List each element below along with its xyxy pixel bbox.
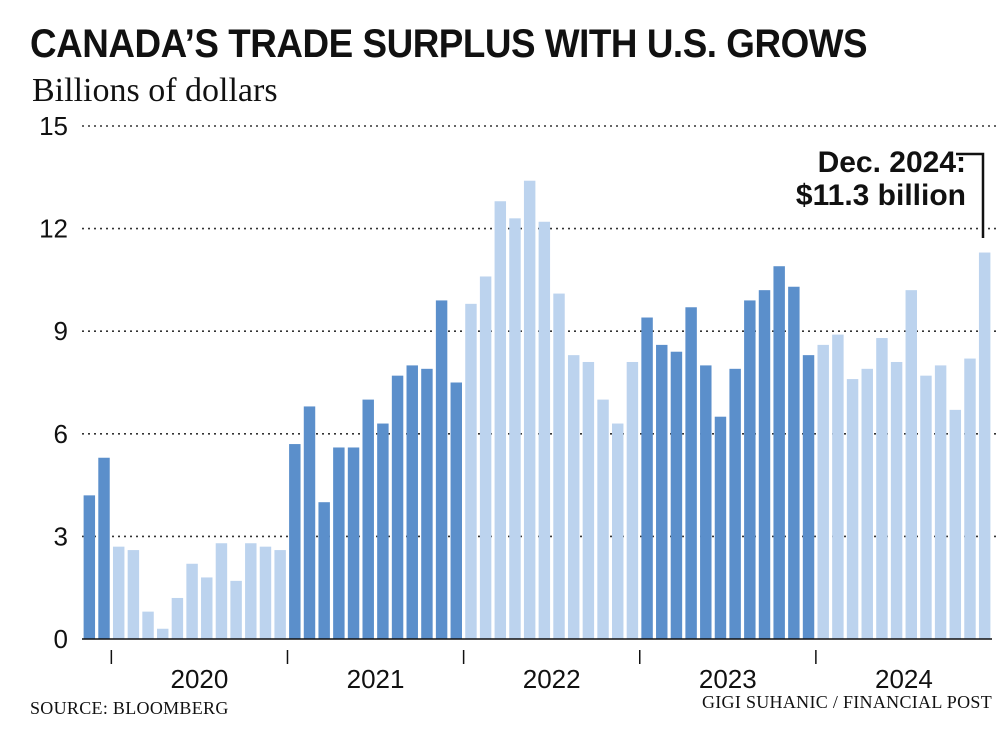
bar — [656, 344, 668, 639]
bar — [377, 423, 389, 639]
bar — [920, 375, 932, 639]
bar — [333, 447, 345, 639]
bar — [303, 406, 316, 639]
bar — [729, 368, 741, 639]
bar — [567, 355, 580, 639]
bar — [949, 409, 962, 639]
bar — [788, 286, 800, 639]
bar — [347, 447, 360, 639]
bar — [890, 361, 903, 639]
bar — [509, 218, 521, 639]
bar — [846, 379, 859, 639]
bar — [700, 365, 712, 639]
x-tick-label: 2024 — [875, 664, 933, 694]
bar — [450, 382, 462, 639]
bar — [435, 300, 448, 639]
bar — [421, 368, 433, 639]
bar — [391, 375, 404, 639]
bar — [612, 423, 624, 639]
bar — [465, 303, 477, 639]
x-tick-label: 2023 — [699, 664, 757, 694]
bars — [83, 180, 991, 640]
bar — [479, 276, 492, 639]
bar — [641, 317, 653, 639]
credit-note: GIGI SUHANIC / FINANCIAL POST — [701, 692, 992, 712]
bar — [934, 365, 947, 639]
bar — [127, 550, 140, 639]
y-tick-label: 3 — [54, 521, 68, 551]
bar — [802, 355, 815, 639]
bar — [832, 334, 844, 639]
x-tick-label: 2022 — [523, 664, 581, 694]
bar — [744, 300, 756, 639]
bar — [98, 457, 110, 639]
y-tick-label: 9 — [54, 316, 68, 346]
bar — [362, 399, 374, 639]
annotation-leader-line — [956, 152, 985, 238]
bar — [171, 597, 184, 639]
y-tick-label: 6 — [54, 419, 68, 449]
bar — [245, 543, 257, 639]
bar — [817, 344, 829, 639]
chart-subtitle: Billions of dollars — [32, 72, 278, 109]
annotation: Dec. 2024: $11.3 billion — [796, 146, 985, 238]
bar — [758, 290, 771, 639]
y-tick-label: 0 — [54, 624, 68, 654]
x-tick-label: 2021 — [347, 664, 405, 694]
bar — [494, 201, 507, 640]
y-tick-label: 12 — [39, 214, 68, 244]
bar — [157, 628, 169, 639]
x-axis: 2020 2021 2022 2023 2024 — [82, 638, 992, 694]
bar — [318, 502, 330, 639]
bar — [597, 399, 609, 639]
source-note: SOURCE: BLOOMBERG — [30, 698, 229, 718]
bar — [83, 495, 96, 639]
bar — [582, 361, 595, 639]
bar — [201, 577, 213, 639]
bar — [553, 293, 565, 639]
y-axis-ticks: 0 3 6 9 12 15 — [39, 111, 68, 654]
bar — [978, 252, 991, 640]
bar — [905, 290, 917, 639]
bar — [274, 550, 286, 639]
annotation-line1: Dec. 2024: — [818, 146, 966, 179]
bar — [670, 351, 683, 639]
bar — [406, 365, 418, 639]
y-tick-label: 15 — [39, 111, 68, 141]
bar — [259, 546, 272, 639]
bar — [230, 580, 242, 639]
bar — [289, 444, 301, 639]
bar — [523, 180, 536, 639]
bar — [714, 416, 727, 639]
bar — [876, 338, 888, 639]
bar — [861, 368, 873, 639]
bar — [773, 266, 785, 639]
bar — [626, 361, 639, 639]
bar — [142, 611, 154, 639]
annotation-line2: $11.3 billion — [796, 179, 966, 212]
x-tick-label: 2020 — [170, 664, 228, 694]
bar — [215, 543, 228, 639]
bar — [964, 358, 976, 639]
bar — [685, 307, 697, 639]
bar — [186, 563, 198, 639]
bar — [112, 546, 125, 639]
chart-title: CANADA’S TRADE SURPLUS WITH U.S. GROWS — [30, 22, 868, 66]
bar — [538, 221, 551, 639]
